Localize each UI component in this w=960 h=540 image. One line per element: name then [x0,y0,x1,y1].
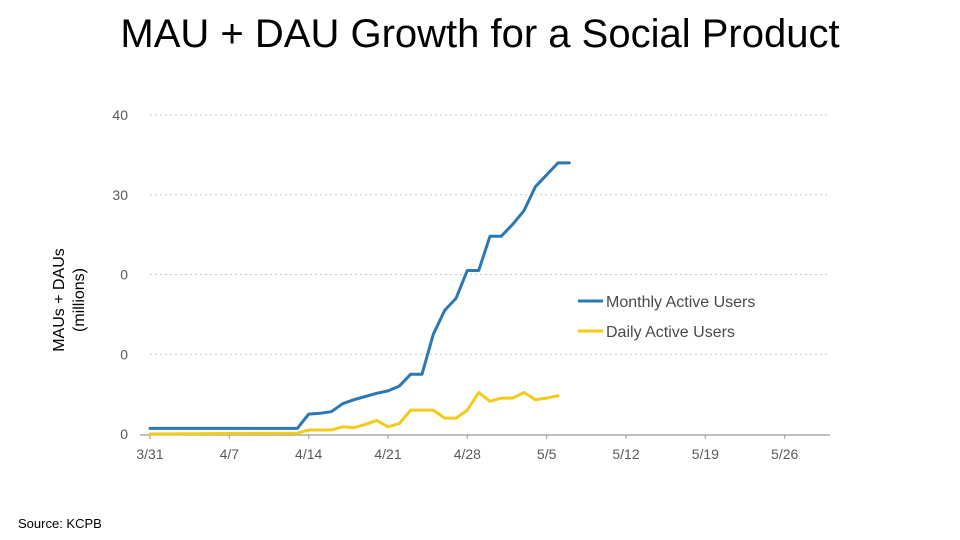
x-tick-label: 5/5 [537,446,557,462]
y-tick-label: 0 [120,426,128,442]
mau-series-line [148,161,571,430]
x-tick-label: 3/31 [136,446,163,462]
legend-mau-label: Monthly Active Users [606,294,755,311]
x-tick-label: 4/14 [295,446,322,462]
source-note: Source: KCPB [18,516,102,531]
x-tick-label: 4/21 [374,446,401,462]
x-tick-label: 5/26 [771,446,798,462]
x-tick-label: 4/28 [454,446,481,462]
legend-dau-label: Daily Active Users [606,324,735,341]
y-tick-label: 0 [120,267,128,283]
y-tick-label: 30 [112,187,128,203]
x-tick-label: 4/7 [220,446,240,462]
dau-series-line [148,391,560,436]
x-tick-label: 5/19 [692,446,719,462]
y-tick-label: 40 [112,107,128,123]
x-tick-label: 5/12 [612,446,639,462]
chart-title: MAU + DAU Growth for a Social Product [120,12,840,56]
y-tick-label: 0 [120,346,128,362]
